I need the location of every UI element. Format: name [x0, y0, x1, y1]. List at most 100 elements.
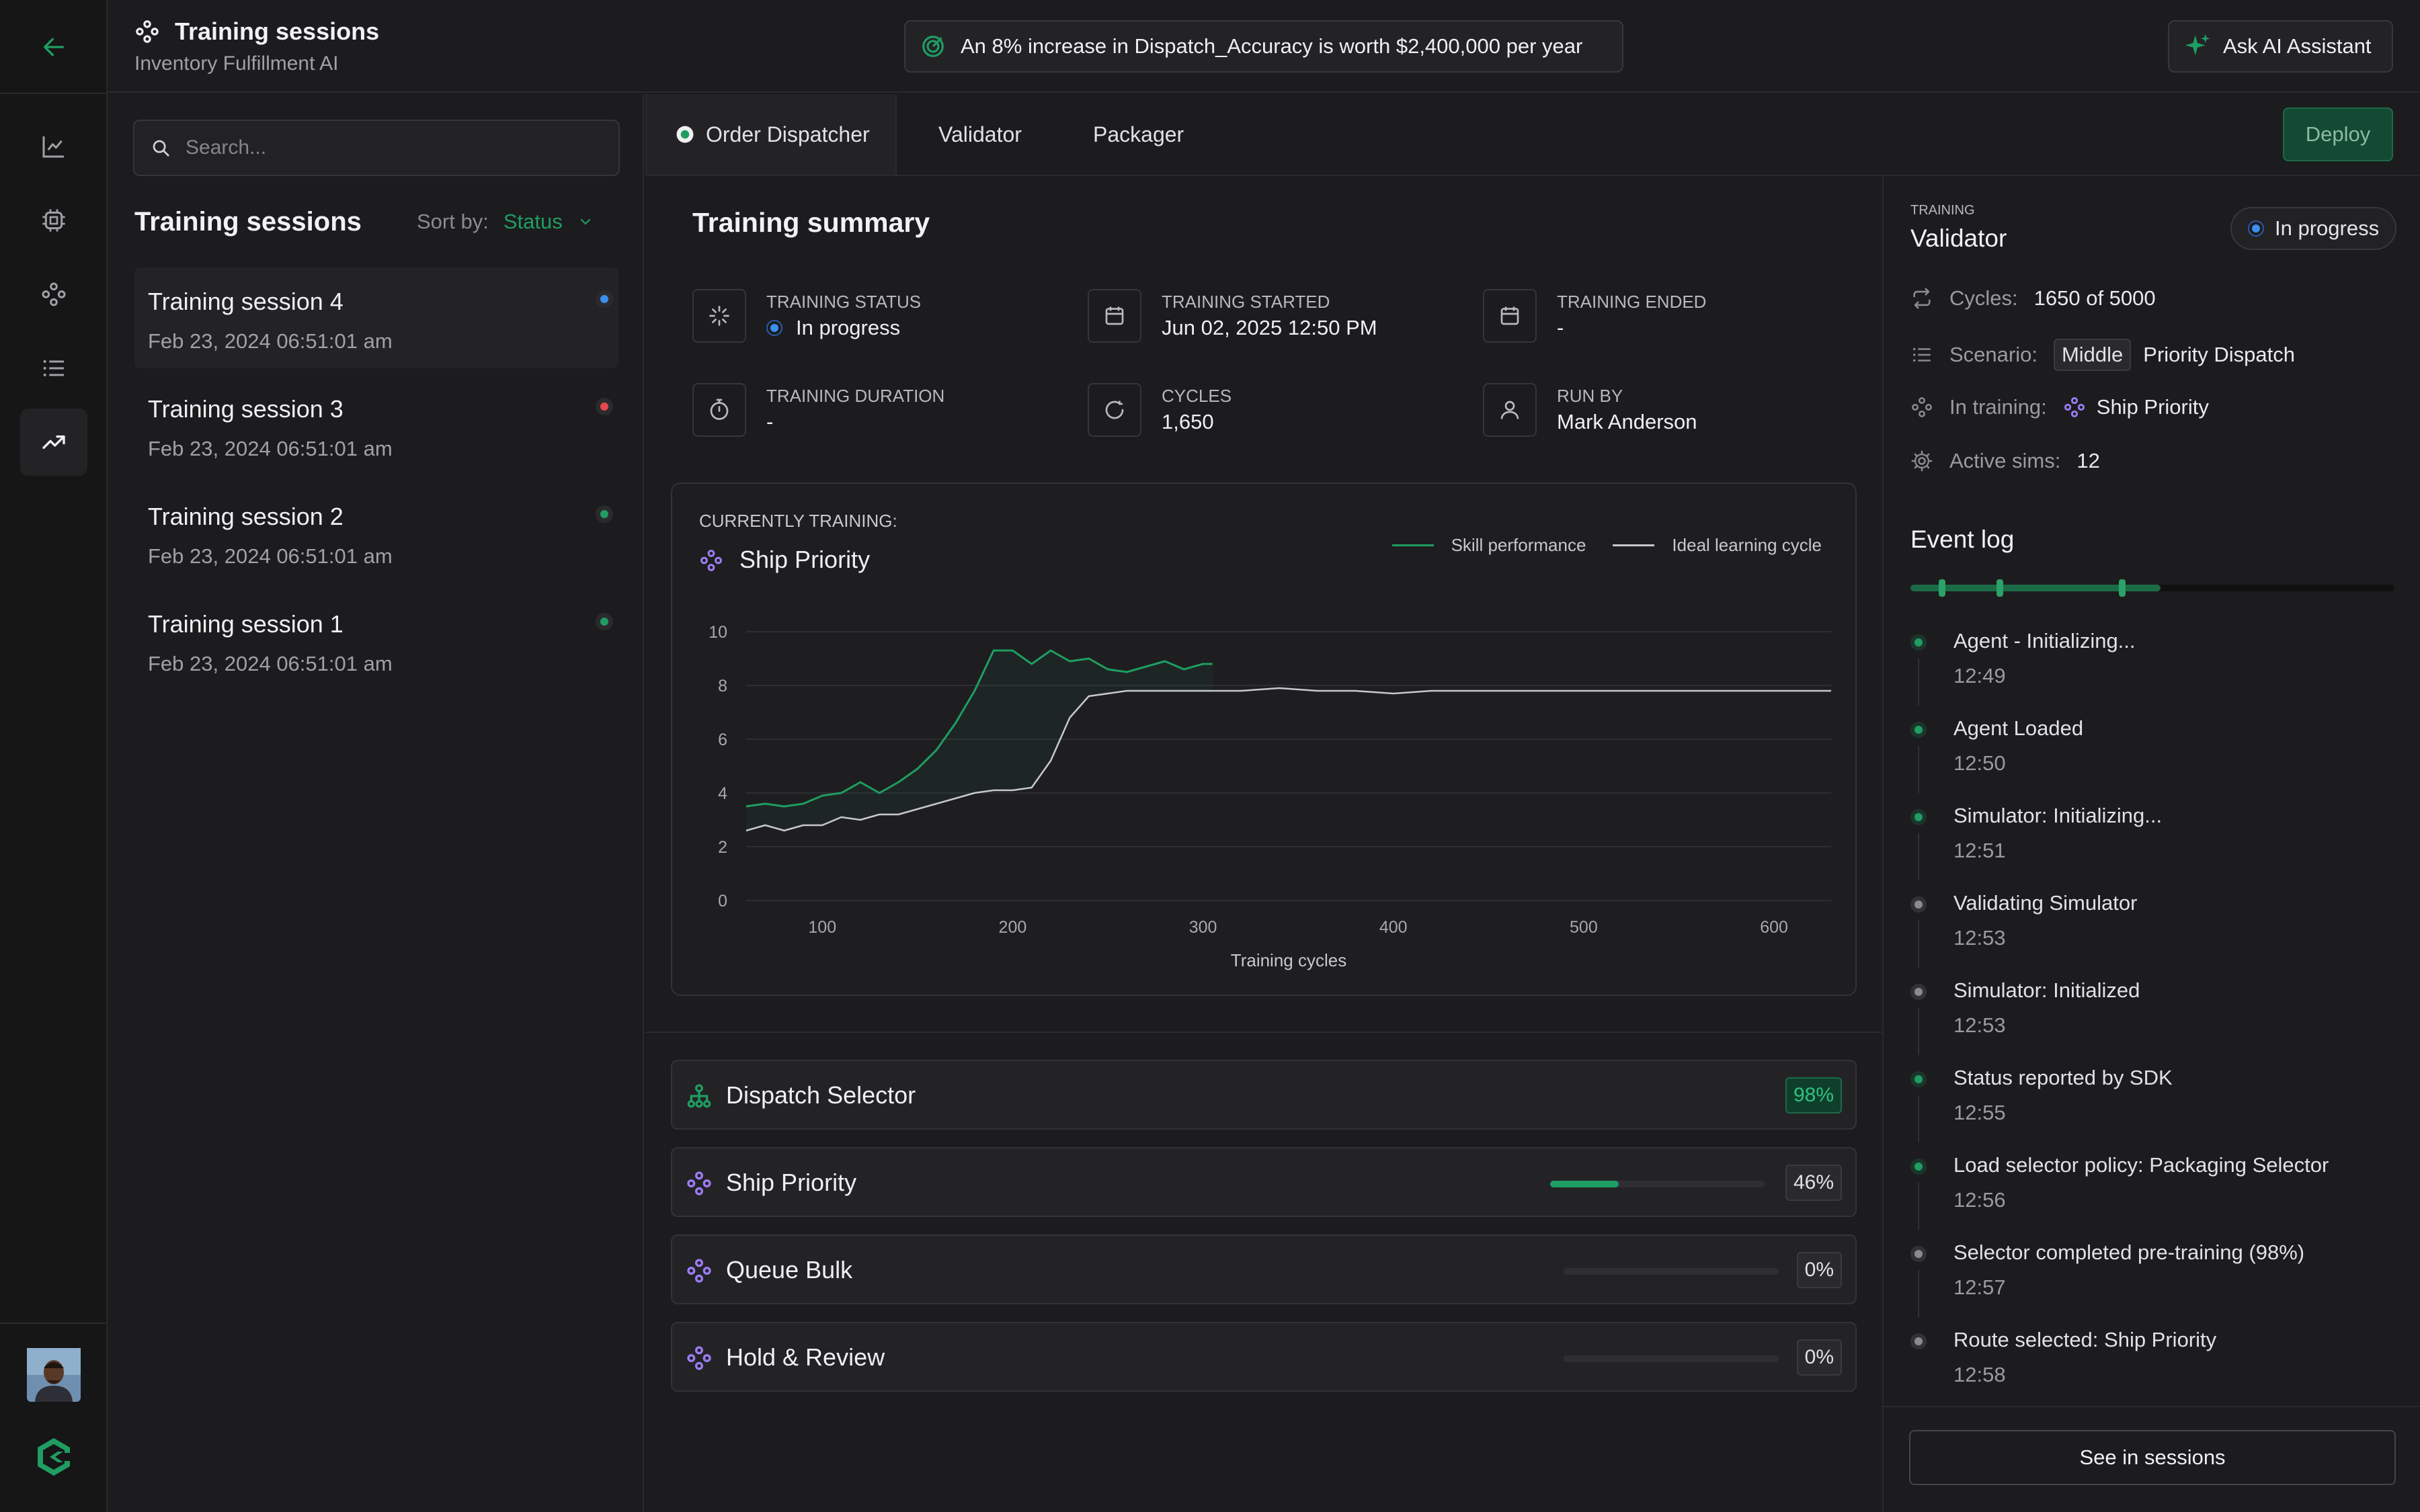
stat-label: TRAINING STARTED — [1162, 292, 1330, 312]
stat-label: TRAINING STATUS — [766, 292, 922, 312]
panel-divider — [1884, 1406, 2420, 1407]
session-item[interactable]: Training session 3 Feb 23, 2024 06:51:01… — [134, 375, 618, 476]
event-item[interactable]: Simulator: Initialized 12:53 — [1910, 978, 2394, 1066]
skill-row[interactable]: Hold & Review 0% — [671, 1322, 1857, 1392]
event-item[interactable]: Agent Loaded 12:50 — [1910, 716, 2394, 804]
stat-value: 1,650 — [1162, 410, 1214, 433]
scenario-label: Scenario: — [1949, 343, 2038, 366]
session-name: Training session 3 — [148, 395, 344, 423]
in-training-label: In training: — [1949, 395, 2047, 419]
event-time: 12:51 — [1953, 839, 2006, 862]
stat-value: In progress — [766, 316, 900, 340]
skill-row[interactable]: Queue Bulk 0% — [671, 1234, 1857, 1304]
stat-value: Jun 02, 2025 12:50 PM — [1162, 316, 1377, 339]
back-button[interactable] — [20, 13, 87, 81]
session-item[interactable]: Training session 1 Feb 23, 2024 06:51:01… — [134, 590, 618, 691]
event-connector — [1918, 746, 1919, 793]
skill-nodes-icon — [687, 1259, 711, 1283]
see-in-sessions-button[interactable]: See in sessions — [1909, 1430, 2396, 1485]
active-sims-row: Active sims: 12 — [1910, 449, 2100, 473]
event-item[interactable]: Validating Simulator 12:53 — [1910, 891, 2394, 978]
event-text: Selector completed pre-training (98%) — [1953, 1241, 2305, 1264]
event-item[interactable]: Status reported by SDK 12:55 — [1910, 1066, 2394, 1153]
sparkle-icon — [2185, 34, 2210, 56]
timeline-tick — [2119, 579, 2126, 597]
event-status-dot — [1910, 634, 1927, 650]
sort-value: Status — [503, 210, 563, 233]
session-item[interactable]: Training session 4 Feb 23, 2024 06:51:01… — [134, 267, 618, 368]
session-status-dot — [596, 505, 613, 523]
user-icon — [1500, 401, 1519, 419]
brand-logo[interactable] — [20, 1423, 87, 1490]
ask-ai-label: Ask AI Assistant — [2223, 34, 2372, 58]
scenario-name: Priority Dispatch — [2143, 343, 2295, 366]
sessions-title: Training sessions — [134, 207, 362, 237]
event-time: 12:57 — [1953, 1275, 2006, 1299]
validator-panel: TRAINING Validator In progress Cycles: 1… — [1882, 176, 2420, 1512]
rail-training[interactable] — [20, 409, 87, 476]
event-status-dot — [1910, 896, 1927, 913]
active-sims-value: 12 — [2076, 449, 2100, 472]
timeline-tick — [1939, 579, 1945, 597]
session-status-dot — [596, 398, 613, 415]
event-text: Status reported by SDK — [1953, 1066, 2173, 1089]
line-chart-icon — [42, 136, 64, 158]
loader-icon — [709, 306, 729, 326]
event-time: 12:55 — [1953, 1101, 2006, 1124]
event-connector — [1918, 921, 1919, 968]
event-item[interactable]: Agent - Initializing... 12:49 — [1910, 629, 2394, 716]
event-item[interactable]: Selector completed pre-training (98%) 12:… — [1910, 1241, 2394, 1328]
status-badge: In progress — [2230, 207, 2397, 250]
session-status-dot — [596, 613, 613, 630]
event-text: Simulator: Initialized — [1953, 978, 2140, 1002]
event-status-dot — [1910, 984, 1927, 1000]
agent-tabs: Order Dispatcher Validator Packager Depl… — [645, 94, 2420, 176]
skill-name: Hold & Review — [726, 1343, 885, 1371]
skill-nodes-icon — [1912, 397, 1932, 417]
search-box[interactable] — [133, 120, 620, 176]
currently-training-name: Ship Priority — [739, 546, 871, 573]
event-connector — [1918, 1183, 1919, 1230]
y-tick-label: 10 — [709, 623, 727, 642]
event-time: 12:58 — [1953, 1363, 2006, 1386]
timeline-tick — [1997, 579, 2003, 597]
stat-value: - — [766, 410, 774, 433]
tab-packager[interactable]: Packager — [1093, 94, 1184, 175]
search-input[interactable] — [186, 136, 589, 159]
list-icon — [43, 360, 64, 376]
gear-icon — [1911, 450, 1933, 472]
ask-ai-button[interactable]: Ask AI Assistant — [2168, 20, 2393, 73]
tab-validator[interactable]: Validator — [938, 94, 1022, 175]
deploy-button[interactable]: Deploy — [2283, 108, 2393, 161]
skill-progress-bar — [1550, 1181, 1765, 1187]
event-item[interactable]: Load selector policy: Packaging Selector… — [1910, 1153, 2394, 1241]
user-avatar[interactable] — [20, 1341, 87, 1409]
tab-order-dispatcher[interactable]: Order Dispatcher — [645, 94, 897, 175]
event-log-timeline[interactable] — [1910, 585, 2394, 591]
legend-swatch — [1613, 544, 1655, 546]
event-item[interactable]: Simulator: Initializing... 12:51 — [1910, 804, 2394, 891]
y-tick-label: 2 — [718, 838, 727, 857]
event-status-dot — [1910, 1071, 1927, 1087]
in-training-row: In training: Ship Priority — [1910, 395, 2209, 419]
event-text: Load selector policy: Packaging Selector — [1953, 1153, 2329, 1177]
rail-analytics[interactable] — [20, 113, 87, 180]
skill-row[interactable]: Ship Priority 46% — [671, 1147, 1857, 1217]
stat-label: RUN BY — [1557, 386, 1623, 406]
sort-label: Sort by: — [417, 210, 489, 233]
sort-dropdown[interactable]: Sort by: Status — [417, 210, 594, 234]
rail-list[interactable] — [20, 335, 87, 402]
calendar-icon — [1105, 306, 1124, 325]
sessions-panel: Training sessions Sort by: Status Traini… — [108, 94, 644, 1512]
skill-row[interactable]: Dispatch Selector 98% — [671, 1060, 1857, 1130]
event-time: 12:56 — [1953, 1188, 2006, 1212]
rail-models[interactable] — [20, 187, 87, 254]
stat-value-text: In progress — [796, 316, 901, 339]
top-header: Training sessions Inventory Fulfillment … — [108, 0, 2420, 93]
rail-skills[interactable] — [20, 261, 87, 328]
event-item[interactable]: Route selected: Ship Priority 12:58 — [1910, 1328, 2394, 1415]
hierarchy-icon — [687, 1084, 711, 1108]
skill-nodes-icon — [687, 1171, 711, 1195]
session-item[interactable]: Training session 2 Feb 23, 2024 06:51:01… — [134, 482, 618, 583]
rail-divider — [0, 1322, 108, 1324]
